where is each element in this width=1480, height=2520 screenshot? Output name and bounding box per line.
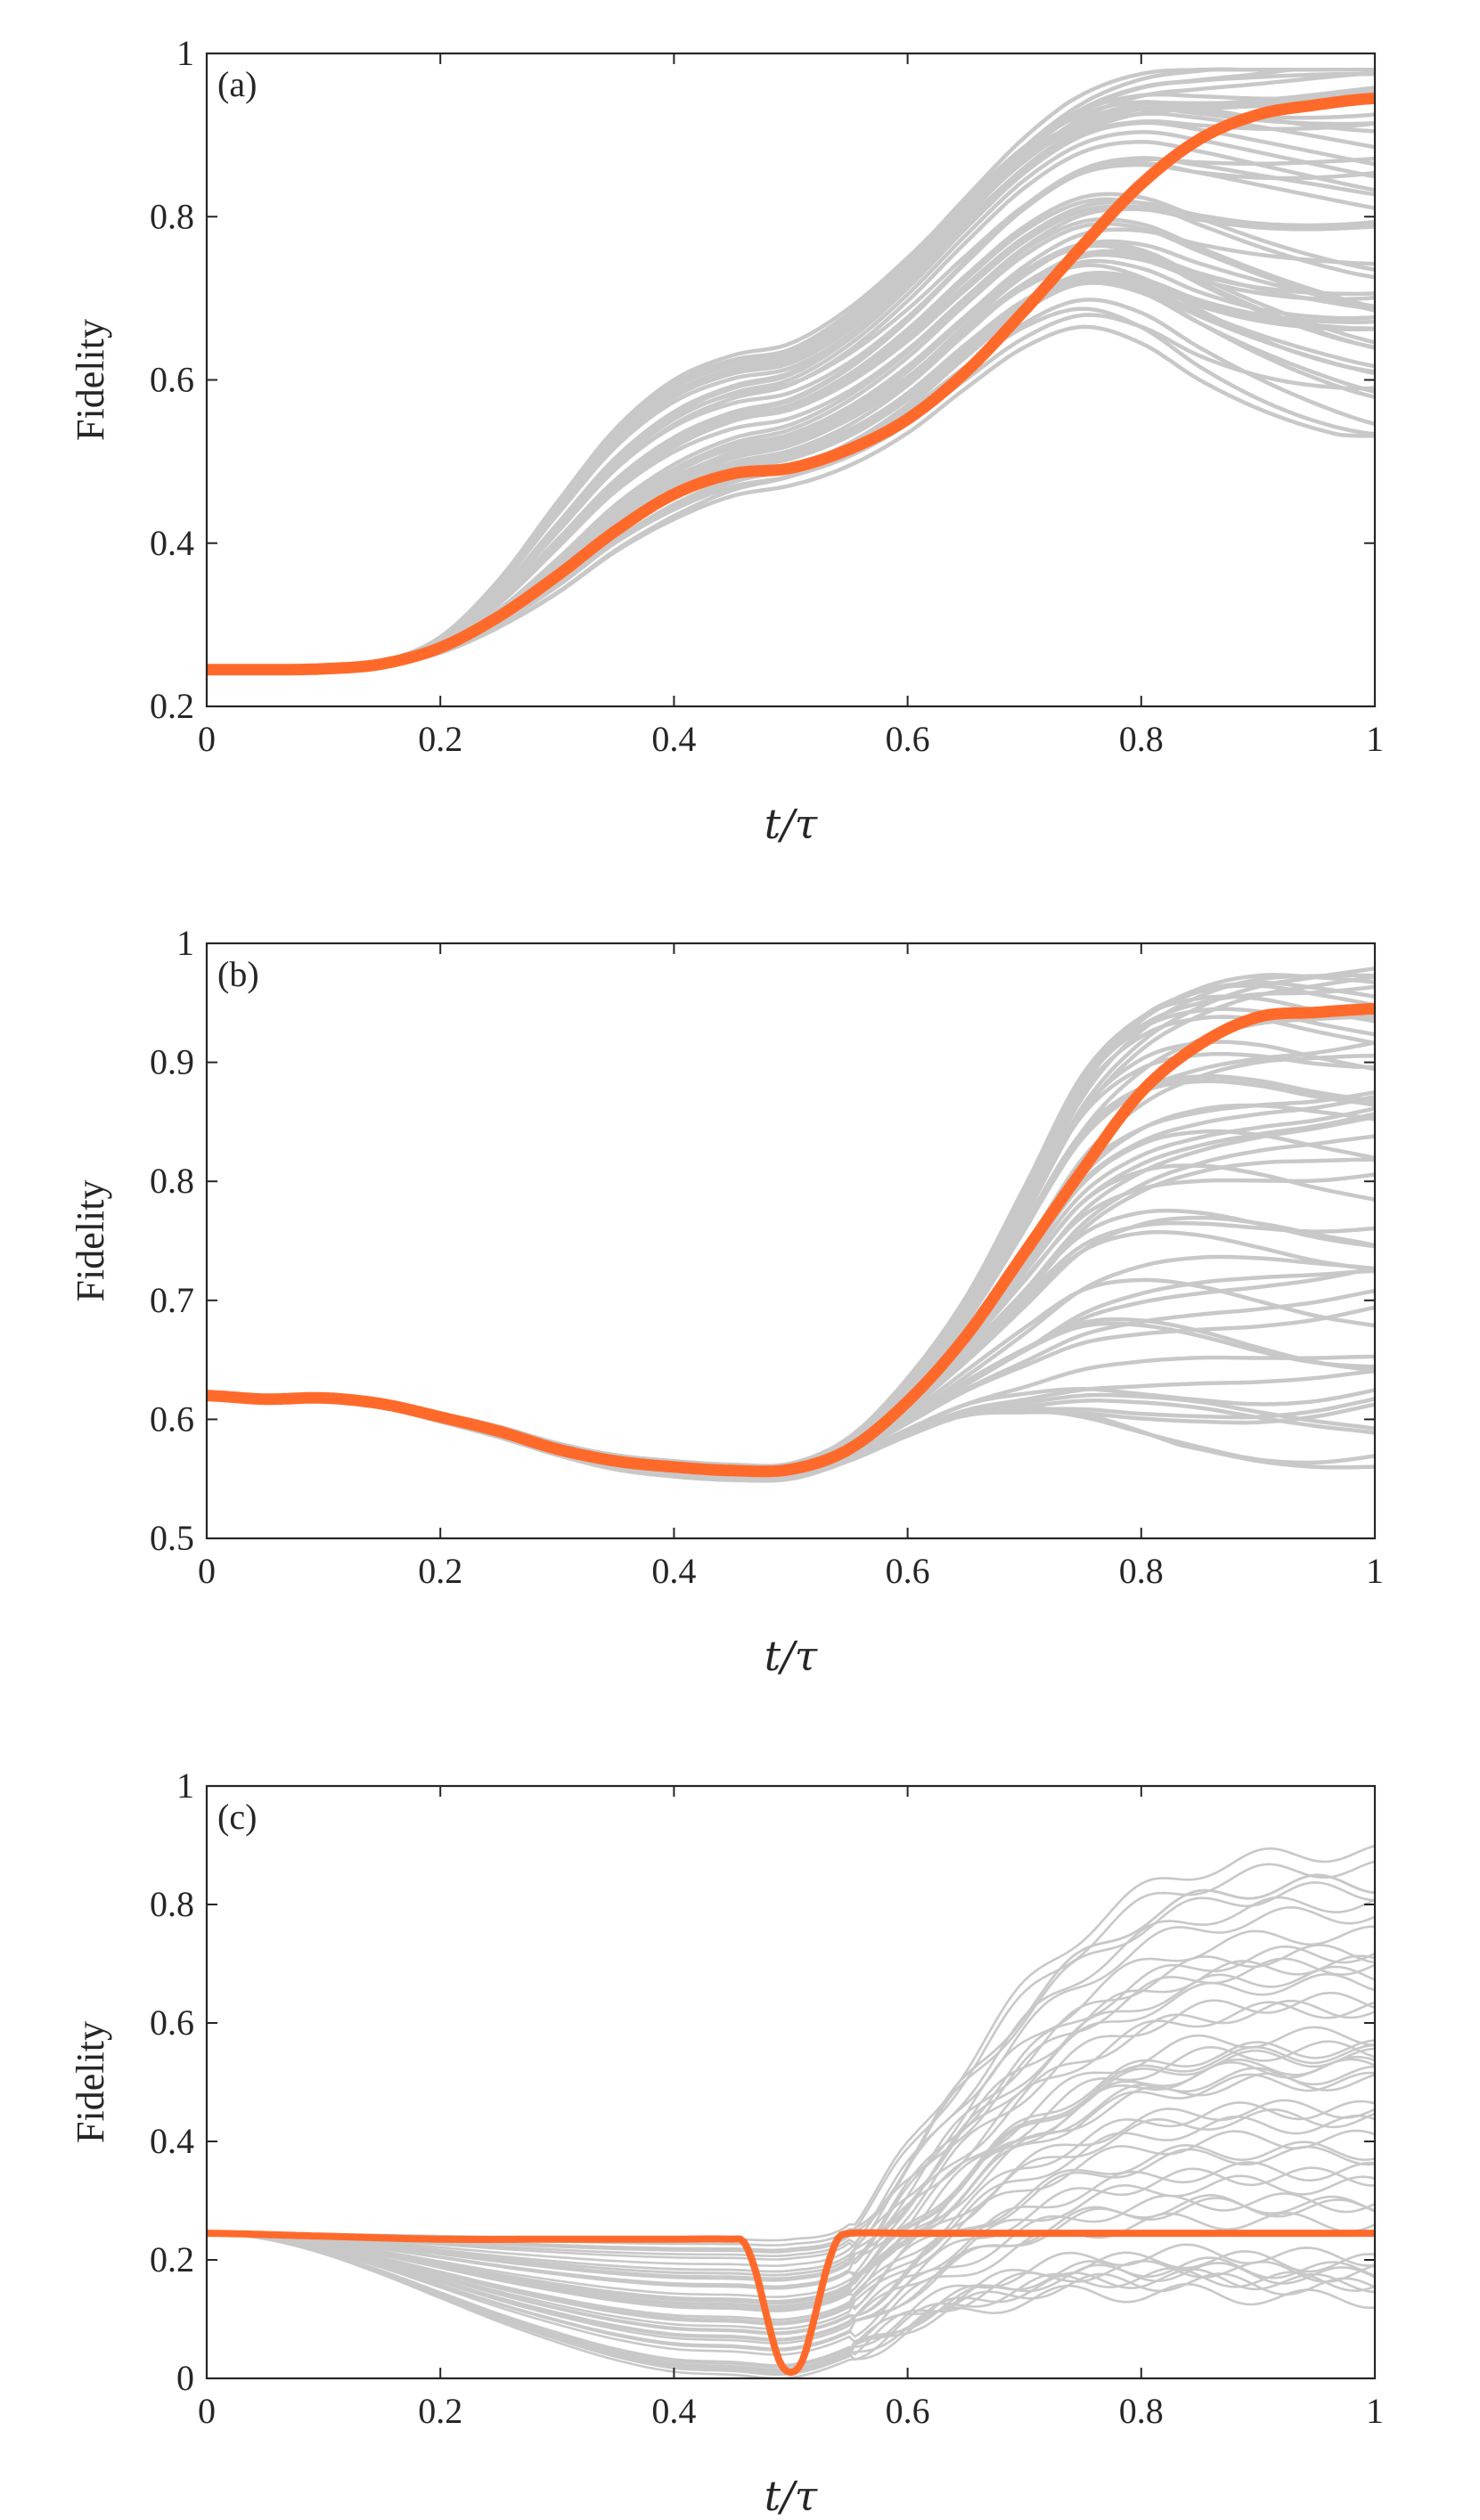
ensemble-series-line xyxy=(207,1860,1375,2247)
ensemble-series-line xyxy=(207,2129,1375,2330)
x-tick-label: 0.6 xyxy=(886,719,930,759)
x-tick-label: 1 xyxy=(1366,719,1384,759)
x-axis-label: t/τ xyxy=(765,2472,819,2520)
y-tick-label: 0.2 xyxy=(150,686,194,726)
ensemble-series-line xyxy=(207,2108,1375,2324)
ensemble-series-line xyxy=(207,1229,1375,1476)
y-tick-label: 0.8 xyxy=(150,196,194,236)
plot-area xyxy=(207,1844,1375,2378)
y-tick-label: 0.5 xyxy=(150,1518,194,1558)
x-tick-label: 0.2 xyxy=(418,1551,462,1591)
x-tick-label: 1 xyxy=(1366,2391,1384,2431)
ensemble-series-line xyxy=(207,2212,1375,2356)
y-tick-label: 0.4 xyxy=(150,2121,194,2161)
ensemble-series-line xyxy=(207,2001,1375,2290)
x-tick-label: 0.4 xyxy=(651,2391,696,2431)
x-axis-label: t/τ xyxy=(765,800,819,848)
x-tick-label: 0.8 xyxy=(1119,719,1164,759)
x-tick-label: 0.6 xyxy=(886,1551,930,1591)
ensemble-series-line xyxy=(207,156,1375,673)
y-tick-label: 0.2 xyxy=(150,2239,194,2279)
ensemble-series-line xyxy=(207,1965,1375,2279)
x-tick-label: 0 xyxy=(198,719,216,759)
ensemble-series-line xyxy=(207,2055,1375,2308)
ensemble-series-line xyxy=(207,2166,1375,2342)
ensemble-series-line xyxy=(207,2072,1375,2312)
x-tick-label: 1 xyxy=(1366,1551,1384,1591)
ensemble-series-line xyxy=(207,2192,1375,2350)
highlight-series-line xyxy=(207,92,1375,676)
plot-area xyxy=(207,966,1375,1483)
ensemble-series-line xyxy=(207,1906,1375,2261)
highlight-series-line xyxy=(207,1003,1375,1478)
panel-c: 0 0.2 0.4 0.6 0.8 1 0 0.2 0.4 0.6 0.8 1 (c) Fidelity t… xyxy=(69,1766,1384,2520)
x-tick-label: 0.2 xyxy=(418,719,462,759)
ensemble-series-line xyxy=(207,1925,1375,2267)
y-tick-label: 0.4 xyxy=(150,523,194,563)
panel-b: 0 0.2 0.4 0.6 0.8 1 0.5 0.6 0.7 0.8 0.9 1 (b) Fidelit… xyxy=(69,923,1384,1680)
y-tick-label: 0.7 xyxy=(150,1280,194,1320)
panel-label: (c) xyxy=(217,1797,257,1837)
x-tick-label: 0.6 xyxy=(886,2391,930,2431)
ensemble-series-line xyxy=(207,1945,1375,2273)
axes-frame xyxy=(205,1784,1377,2380)
ensemble-series-line xyxy=(207,1873,1375,2252)
x-tick-label: 0.8 xyxy=(1119,1551,1164,1591)
ensemble-series-line xyxy=(207,984,1375,1468)
ensemble-series-line xyxy=(207,106,1375,673)
ensemble-series-line xyxy=(207,106,1375,673)
ensemble-series-line xyxy=(207,2231,1375,2369)
ensemble-series-line xyxy=(207,1266,1375,1479)
ensemble-series-line xyxy=(207,2040,1375,2303)
y-tick-label: 1 xyxy=(176,1766,194,1806)
y-tick-label: 0.8 xyxy=(150,1161,194,1201)
y-tick-label: 0.6 xyxy=(150,1399,194,1439)
ensemble-series-line xyxy=(207,120,1375,673)
x-tick-label: 0 xyxy=(198,2391,216,2431)
y-tick-label: 0.8 xyxy=(150,1884,194,1924)
x-tick-label: 0 xyxy=(198,1551,216,1591)
panel-label: (a) xyxy=(217,64,257,104)
ensemble-series-line xyxy=(207,1844,1375,2242)
highlight-series-line xyxy=(207,2229,1375,2377)
y-tick-label: 0.6 xyxy=(150,2002,194,2043)
ensemble-series-line xyxy=(207,118,1375,673)
y-tick-label: 0 xyxy=(176,2358,194,2398)
x-tick-label: 0.8 xyxy=(1119,2391,1164,2431)
ensemble-series-line xyxy=(207,994,1375,1469)
panel-label: (b) xyxy=(217,954,259,994)
axes-frame xyxy=(205,942,1377,1540)
ensemble-series-line xyxy=(207,156,1375,673)
ensemble-series-line xyxy=(207,983,1375,1470)
y-tick-label: 0.9 xyxy=(150,1042,194,1082)
ensemble-series-line xyxy=(207,1317,1375,1479)
y-tick-label: 0.6 xyxy=(150,360,194,400)
panel-a: 0 0.2 0.4 0.6 0.8 10.20.40.60.81(a)Fidelityt/… xyxy=(69,33,1384,848)
y-axis-label: Fidelity xyxy=(69,1180,112,1302)
ensemble-series-line xyxy=(207,1254,1375,1479)
ensemble-series-line xyxy=(207,1220,1375,1475)
plot-area xyxy=(207,67,1375,676)
x-tick-label: 0.4 xyxy=(651,1551,696,1591)
ensemble-series-line xyxy=(207,2026,1375,2298)
x-tick-label: 0.4 xyxy=(651,719,696,759)
y-tick-label: 1 xyxy=(176,923,194,963)
ensemble-series-line xyxy=(207,1157,1375,1476)
ensemble-series-line xyxy=(207,1208,1375,1475)
x-tick-label: 0.2 xyxy=(418,2391,462,2431)
y-axis-label: Fidelity xyxy=(69,319,112,441)
ensemble-series-line xyxy=(207,2100,1375,2321)
y-tick-label: 1 xyxy=(176,33,194,73)
y-axis-label: Fidelity xyxy=(69,2021,112,2143)
x-axis-label: t/τ xyxy=(765,1632,819,1680)
